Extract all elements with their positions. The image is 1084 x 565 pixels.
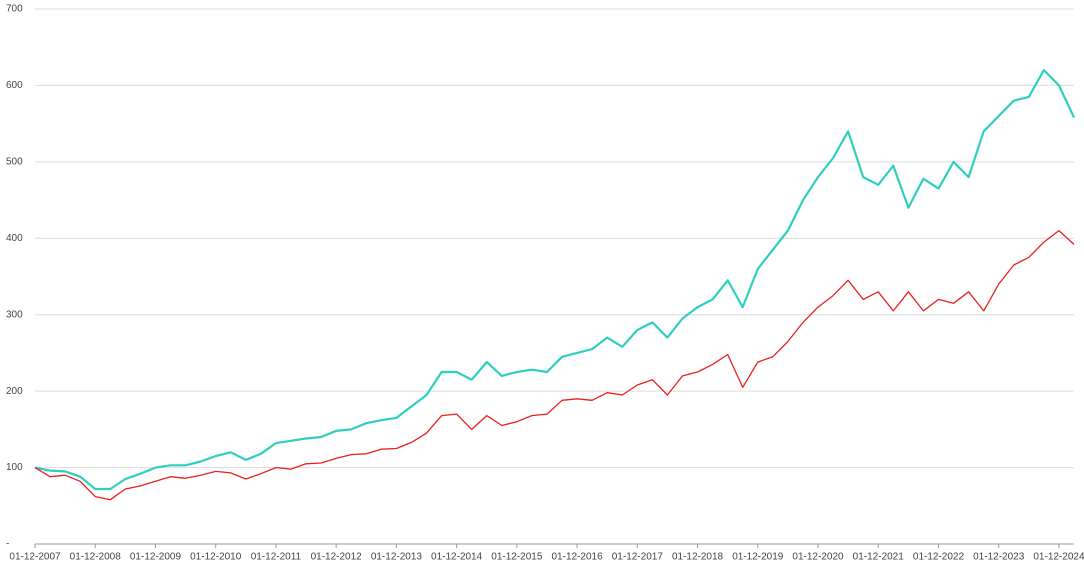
y-tick-label: 700 — [6, 4, 23, 15]
y-tick-label: 400 — [6, 233, 23, 244]
x-tick-label: 01-12-2013 — [371, 552, 423, 563]
x-tick-label: 01-12-2012 — [311, 552, 363, 563]
x-tick-label: 01-12-2010 — [190, 552, 242, 563]
x-tick-label: 01-12-2016 — [552, 552, 604, 563]
x-tick-label: 01-12-2022 — [913, 552, 965, 563]
y-tick-label: 600 — [6, 80, 23, 91]
x-tick-label: 01-12-2017 — [612, 552, 664, 563]
series-line — [34, 229, 1075, 501]
x-tick-label: 01-12-2024 — [1033, 552, 1084, 563]
series-line — [34, 69, 1075, 491]
x-tick-label: 01-12-2023 — [973, 552, 1025, 563]
y-tick-label: 500 — [6, 156, 23, 167]
y-tick-label: 200 — [6, 386, 23, 397]
x-tick-label: 01-12-2009 — [130, 552, 182, 563]
y-tick-label: 100 — [6, 462, 23, 473]
y-tick-label: - — [6, 539, 9, 550]
x-tick-label: 01-12-2015 — [491, 552, 543, 563]
x-tick-label: 01-12-2011 — [251, 552, 302, 563]
x-tick-label: 01-12-2021 — [853, 552, 905, 563]
x-tick-label: 01-12-2018 — [672, 552, 724, 563]
y-tick-label: 300 — [6, 309, 23, 320]
x-tick-label: 01-12-2014 — [431, 552, 483, 563]
x-tick-label: 01-12-2008 — [70, 552, 122, 563]
x-tick-label: 01-12-2019 — [732, 552, 784, 563]
x-tick-label: 01-12-2020 — [792, 552, 844, 563]
x-tick-label: 01-12-2007 — [9, 552, 61, 563]
